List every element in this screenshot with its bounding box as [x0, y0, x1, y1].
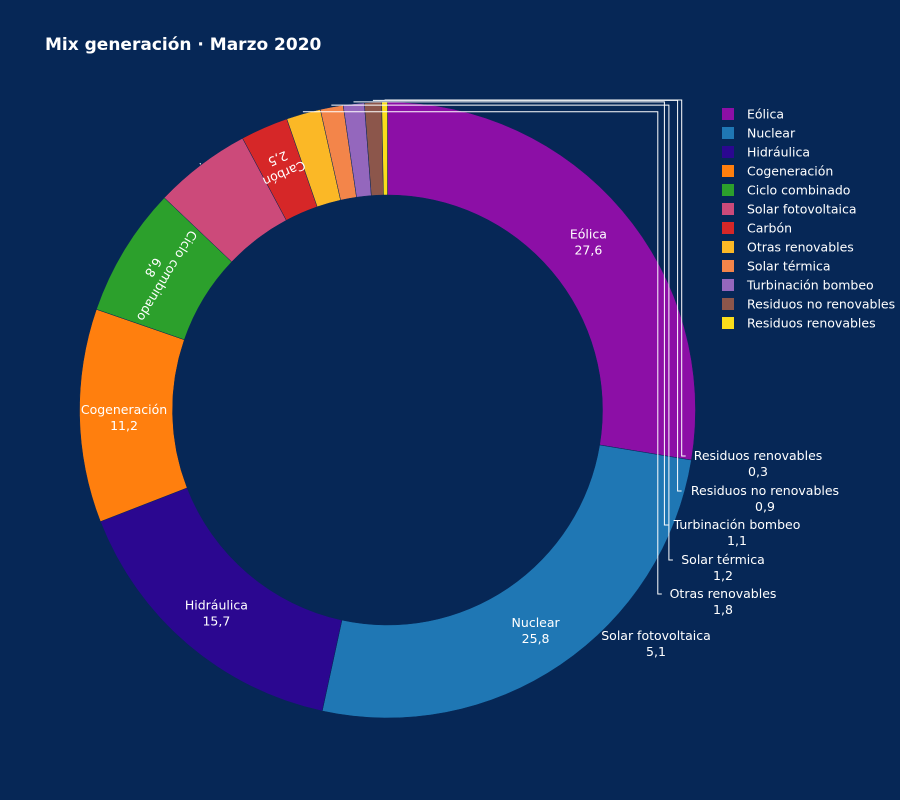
legend-label-turbinacion-bombeo[interactable]: Turbinación bombeo: [746, 278, 874, 293]
legend-swatch-ciclo-combinado[interactable]: [722, 184, 734, 196]
slice-label-hidraulica: Hidráulica 15,7: [185, 597, 248, 628]
slice-label-name: Cogeneración: [81, 402, 167, 417]
slice-label-solar-termica: Solar térmica 1,2: [681, 552, 765, 583]
slice-label-value: 0,9: [755, 499, 775, 514]
slice-label-solar-fotovoltaica: Solar fotovoltaica 5,1: [601, 628, 711, 659]
legend-label-nuclear[interactable]: Nuclear: [747, 126, 796, 141]
slice-label-name: Eólica: [570, 227, 607, 242]
slice-label-value: 15,7: [202, 613, 230, 628]
legend-label-residuos-renovables[interactable]: Residuos renovables: [747, 316, 876, 331]
slice-label-cogeneracion: Cogeneración 11,2: [81, 402, 167, 433]
slice-label-name: Turbinación bombeo: [673, 517, 801, 532]
legend-label-solar-termica[interactable]: Solar térmica: [747, 259, 831, 274]
slice-label-residuos-renovables: Residuos renovables 0,3: [694, 448, 823, 479]
legend-label-hidraulica[interactable]: Hidráulica: [747, 145, 810, 160]
slice-label-value: 0,3: [748, 464, 768, 479]
legend-swatch-nuclear[interactable]: [722, 127, 734, 139]
legend-label-carbon[interactable]: Carbón: [747, 221, 792, 236]
legend-label-residuos-no-renovables[interactable]: Residuos no renovables: [747, 297, 895, 312]
legend-swatch-otras-renovables[interactable]: [722, 241, 734, 253]
slice-label-value: 5,1: [646, 644, 666, 659]
slice-label-name: Solar fotovoltaica: [601, 628, 711, 643]
leader-line: [302, 111, 662, 595]
legend-label-ciclo-combinado[interactable]: Ciclo combinado: [747, 183, 850, 198]
slice-label-value: 25,8: [522, 631, 550, 646]
slice-label-name: Hidráulica: [185, 597, 248, 612]
legend-swatch-eolica[interactable]: [722, 108, 734, 120]
slice-label-eolica: Eólica 27,6: [570, 227, 607, 258]
legend-swatch-residuos-no-renovables[interactable]: [722, 298, 734, 310]
slice-label-turbinacion-bombeo: Turbinación bombeo 1,1: [673, 517, 801, 548]
slice-label-name: Solar térmica: [681, 552, 765, 567]
legend-swatch-cogeneracion[interactable]: [722, 165, 734, 177]
slice-label-name: Otras renovables: [670, 586, 777, 601]
leader-line: [353, 101, 669, 526]
legend-label-otras-renovables[interactable]: Otras renovables: [747, 240, 854, 255]
leader-line: [331, 104, 673, 561]
slice-label-value: 27,6: [574, 243, 602, 258]
legend: Eólica Nuclear Hidráulica Cogeneración Ciclo…: [722, 107, 895, 331]
legend-swatch-residuos-renovables[interactable]: [722, 317, 734, 329]
slice-label-value: 2,5: [266, 148, 290, 170]
leader-line: [384, 99, 686, 457]
legend-swatch-solar-termica[interactable]: [722, 260, 734, 272]
slice-label-value: 11,2: [110, 418, 138, 433]
legend-label-cogeneracion[interactable]: Cogeneración: [747, 164, 833, 179]
legend-swatch-carbon[interactable]: [722, 222, 734, 234]
slice-label-otras-renovables: Otras renovables 1,8: [670, 586, 777, 617]
slice-label-value: 1,2: [713, 568, 733, 583]
legend-swatch-hidraulica[interactable]: [722, 146, 734, 158]
legend-swatch-turbinacion-bombeo[interactable]: [722, 279, 734, 291]
slice-label-value: 1,8: [713, 602, 733, 617]
slice-label-nuclear: Nuclear 25,8: [512, 615, 561, 646]
slice-label-value: 1,1: [727, 533, 747, 548]
legend-label-solar-fotovoltaica[interactable]: Solar fotovoltaica: [747, 202, 857, 217]
slice-label-residuos-no-renovables: Residuos no renovables 0,9: [691, 483, 839, 514]
donut-slices: [79, 101, 696, 719]
slice-label-name: Nuclear: [512, 615, 561, 630]
legend-swatch-solar-fotovoltaica[interactable]: [722, 203, 734, 215]
slice-eolica[interactable]: [387, 101, 696, 461]
slice-label-name: Residuos no renovables: [691, 483, 839, 498]
chart-title: Mix generación · Marzo 2020: [45, 35, 322, 55]
slice-label-name: Residuos renovables: [694, 448, 823, 463]
leader-line: [199, 162, 202, 165]
slice-nuclear[interactable]: [321, 444, 692, 719]
legend-label-eolica[interactable]: Eólica: [747, 107, 784, 122]
